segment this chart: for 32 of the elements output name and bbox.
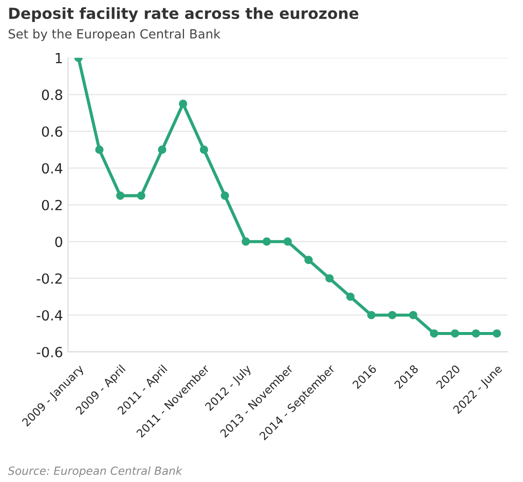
point [262, 237, 271, 246]
y-tick-label: 0 [55, 236, 62, 248]
point [472, 329, 480, 338]
y-tick-label: 0.8 [42, 90, 62, 100]
y-tick-label: 0.2 [42, 200, 62, 210]
y-tick-label: -0.2 [36, 273, 62, 284]
point [367, 310, 376, 320]
point [346, 292, 355, 301]
point [220, 191, 230, 200]
point [242, 237, 250, 246]
point [116, 191, 124, 200]
point [325, 274, 334, 283]
point [137, 191, 146, 200]
point [492, 329, 502, 338]
point [409, 310, 418, 320]
y-tick-label: -0.4 [36, 310, 62, 321]
source-note: Source: European Central Bank [8, 466, 182, 478]
point [304, 256, 313, 264]
point [158, 146, 166, 154]
point [200, 146, 208, 154]
y-tick-label: 1 [56, 52, 62, 64]
point [450, 329, 460, 338]
point [283, 237, 292, 246]
point [178, 100, 188, 108]
point [388, 310, 396, 320]
point [430, 329, 438, 338]
y-tick-label: -0.6 [36, 346, 62, 358]
point [95, 146, 104, 154]
chart-subtitle: Set by the European Central Bank [8, 28, 220, 42]
y-tick-label: 0.4 [42, 163, 62, 174]
y-tick-label: 0.6 [42, 126, 62, 137]
chart-title: Deposit facility rate across the eurozone [9, 7, 358, 22]
